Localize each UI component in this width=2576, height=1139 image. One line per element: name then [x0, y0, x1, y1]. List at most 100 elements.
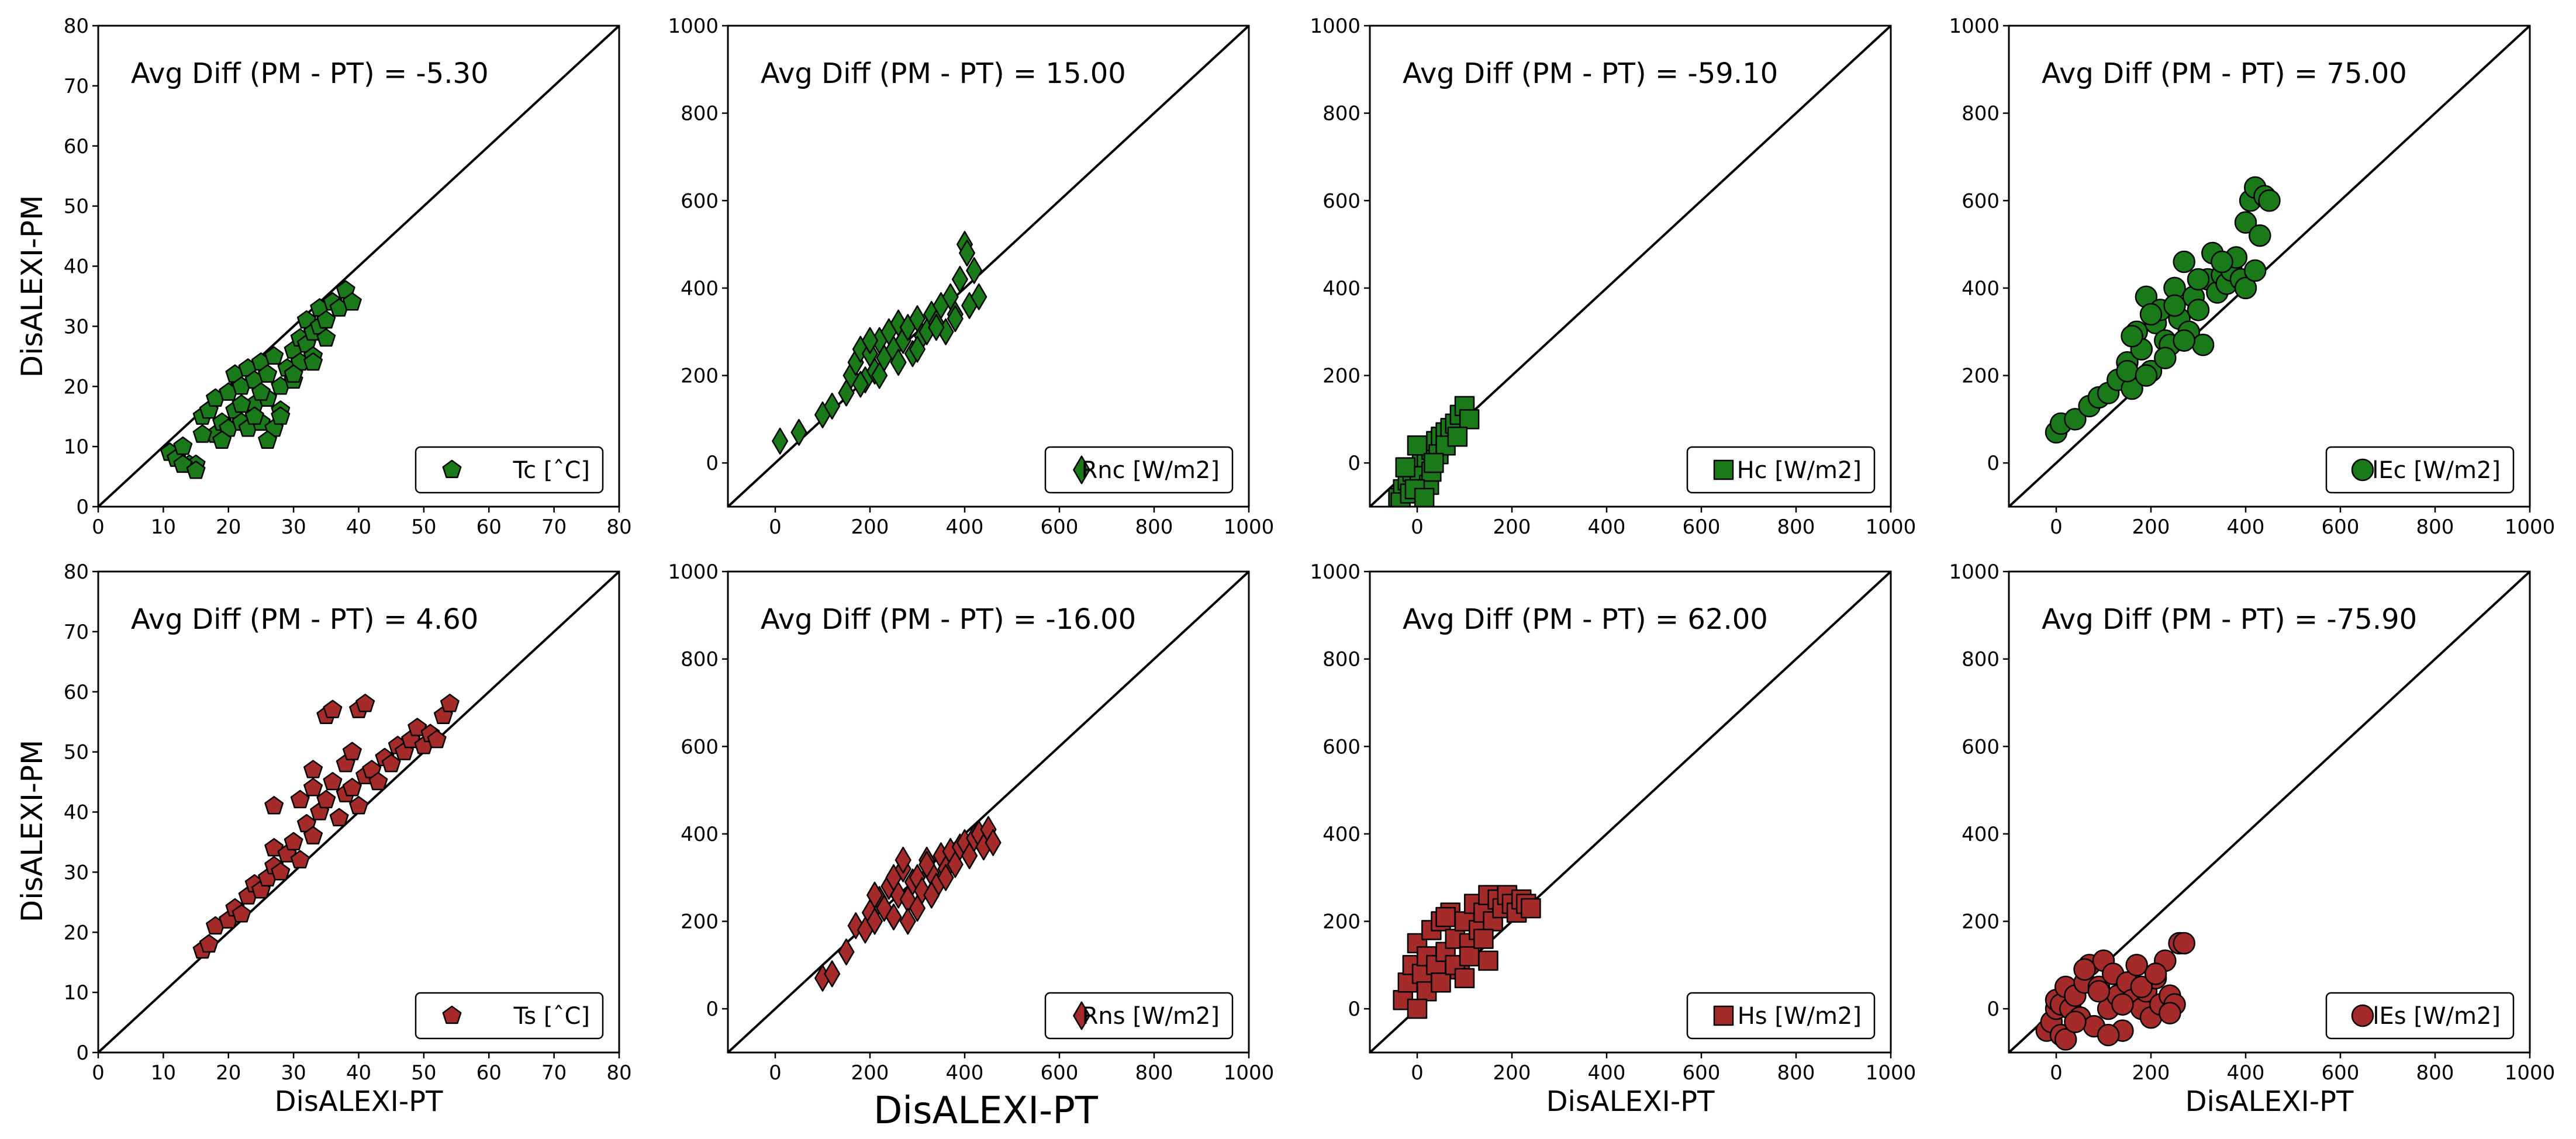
chart-0-legend-marker	[442, 459, 462, 479]
chart-5-ytick-3: 600	[681, 735, 719, 759]
chart-3-point-45	[2116, 359, 2139, 383]
chart-7-point-33	[2064, 1010, 2087, 1033]
frame-rnc	[727, 25, 1250, 508]
chart-5-ytick-0: 0	[706, 998, 719, 1021]
points-hc	[1388, 396, 1480, 507]
chart-7-xtick-3: 600	[2322, 1061, 2360, 1085]
chart-5-legend-label: Rns [W/m2]	[1082, 1003, 1220, 1030]
chart-1-ytick-1: 200	[681, 365, 719, 388]
chart-0-ytick-6: 60	[64, 135, 89, 158]
ylabel-bottom: DisALEXI-PM	[15, 740, 49, 922]
chart-4-xtick-2: 20	[216, 1061, 241, 1085]
chart-5-point-37	[866, 881, 883, 909]
panel-les: 0 200 400 600 800 1000 0 200 400 600 800 1000 Avg Di…	[1949, 560, 2555, 1118]
chart-2-ytick-1: 200	[1322, 365, 1360, 388]
panel-rnc: 0 200 400 600 800 1000 0 200 400 600 800 1000 Avg Di…	[668, 15, 1274, 539]
chart-6-xlabel: DisALEXI-PT	[1546, 1085, 1715, 1118]
chart-4-xtick-5: 50	[411, 1061, 436, 1085]
chart-0-ytick-5: 50	[64, 195, 89, 219]
chart-6-point-35	[1454, 968, 1475, 989]
chart-4-point-22	[329, 808, 349, 826]
chart-7-point-32	[2173, 932, 2195, 955]
chart-1-ytick-0: 0	[706, 452, 719, 475]
chart-6-ytick-5: 1000	[1310, 560, 1360, 584]
chart-1-legend-label: Rnc [W/m2]	[1081, 457, 1220, 484]
chart-6-ytick-1: 200	[1322, 910, 1360, 934]
chart-0-point-47	[232, 394, 251, 413]
chart-5-ytick-1: 200	[681, 910, 719, 934]
panel-hc: 0 200 400 600 800 1000 0 200 400 600 800 1000 Avg Di…	[1310, 15, 1916, 539]
chart-1-point-38	[928, 314, 945, 341]
frame-rns	[727, 570, 1250, 1054]
chart-4-point-15	[290, 850, 310, 868]
chart-0-xtick-0: 0	[92, 515, 105, 539]
chart-7-xlabel: DisALEXI-PT	[2185, 1085, 2354, 1118]
chart-4-annotation: Avg Diff (PM - PT) = 4.60	[131, 603, 478, 636]
chart-3-legend-marker	[2351, 458, 2374, 482]
chart-4-legend-box	[415, 992, 604, 1040]
chart-5-xtick-4: 800	[1135, 1061, 1173, 1085]
chart-5-point-2	[838, 938, 855, 965]
chart-6-legend-box	[1686, 992, 1876, 1040]
chart-5-point-32	[885, 903, 902, 931]
chart-3-point-48	[2173, 329, 2195, 352]
chart-0-point-40	[316, 328, 336, 347]
chart-6-xtick-0: 0	[1411, 1061, 1424, 1085]
chart-0-xtick-7: 70	[541, 515, 567, 539]
chart-0-ytick-8: 80	[64, 15, 89, 38]
chart-1-point-39	[947, 305, 964, 333]
chart-6-xtick-3: 600	[1683, 1061, 1721, 1085]
chart-4-xtick-7: 70	[541, 1061, 567, 1085]
chart-3-point-44	[2243, 259, 2267, 282]
chart-7-point-7	[2054, 1028, 2077, 1051]
chart-3-legend-box	[2325, 446, 2515, 494]
chart-0-point-48	[251, 382, 271, 401]
panel-lec: 0 200 400 600 800 1000 0 200 400 600 800 1000 Avg Di…	[1949, 15, 2555, 539]
one-to-one-line-rns	[728, 572, 1249, 1053]
chart-5-point-1	[824, 960, 841, 988]
chart-2-point-15	[1459, 409, 1480, 430]
chart-3-xtick-0: 0	[2050, 515, 2063, 539]
chart-7-annotation: Avg Diff (PM - PT) = -75.90	[2042, 603, 2417, 636]
chart-3-xtick-3: 600	[2322, 515, 2360, 539]
chart-5-point-38	[899, 908, 916, 935]
chart-7-ytick-1: 200	[1962, 910, 2000, 934]
chart-5-annotation: Avg Diff (PM - PT) = -16.00	[761, 603, 1136, 636]
chart-6-annotation: Avg Diff (PM - PT) = 62.00	[1403, 603, 1768, 636]
chart-1-point-3	[824, 392, 841, 420]
chart-0-xtick-1: 10	[151, 515, 176, 539]
chart-4-point-39	[440, 694, 460, 712]
chart-3-point-43	[2234, 276, 2257, 300]
chart-2-ytick-3: 600	[1322, 189, 1360, 213]
chart-2-xtick-1: 200	[1493, 515, 1531, 539]
chart-7-ytick-4: 800	[1962, 648, 2000, 671]
chart-0-point-53	[258, 430, 278, 449]
chart-3-ytick-3: 600	[1962, 189, 2000, 213]
chart-1-point-40	[959, 240, 976, 267]
chart-6-xtick-2: 400	[1588, 1061, 1626, 1085]
frame-hs	[1369, 570, 1892, 1054]
chart-1-xtick-0: 0	[769, 515, 782, 539]
chart-6-xtick-1: 200	[1493, 1061, 1531, 1085]
chart-1-point-36	[890, 349, 907, 376]
chart-5-point-31	[985, 829, 1002, 856]
chart-2-point-28	[1424, 452, 1444, 473]
chart-6-point-27	[1521, 898, 1541, 919]
chart-3-xtick-2: 400	[2227, 515, 2265, 539]
chart-3-xtick-5: 1000	[2505, 515, 2556, 539]
one-to-one-line-rnc	[728, 26, 1249, 507]
chart-2-xtick-4: 800	[1777, 515, 1815, 539]
chart-1-point-0	[772, 427, 789, 455]
chart-1-ytick-3: 600	[681, 189, 719, 213]
chart-0-xtick-4: 40	[346, 515, 371, 539]
chart-7-point-40	[2159, 1002, 2181, 1024]
chart-3-point-38	[2121, 324, 2143, 348]
chart-7-xtick-1: 200	[2132, 1061, 2170, 1085]
chart-3-annotation: Avg Diff (PM - PT) = 75.00	[2042, 57, 2407, 90]
chart-0-xtick-5: 50	[411, 515, 436, 539]
chart-5-point-39	[918, 851, 935, 878]
chart-2-xtick-2: 400	[1588, 515, 1626, 539]
chart-2-point-21	[1395, 457, 1415, 477]
chart-7-point-36	[2097, 1023, 2120, 1047]
